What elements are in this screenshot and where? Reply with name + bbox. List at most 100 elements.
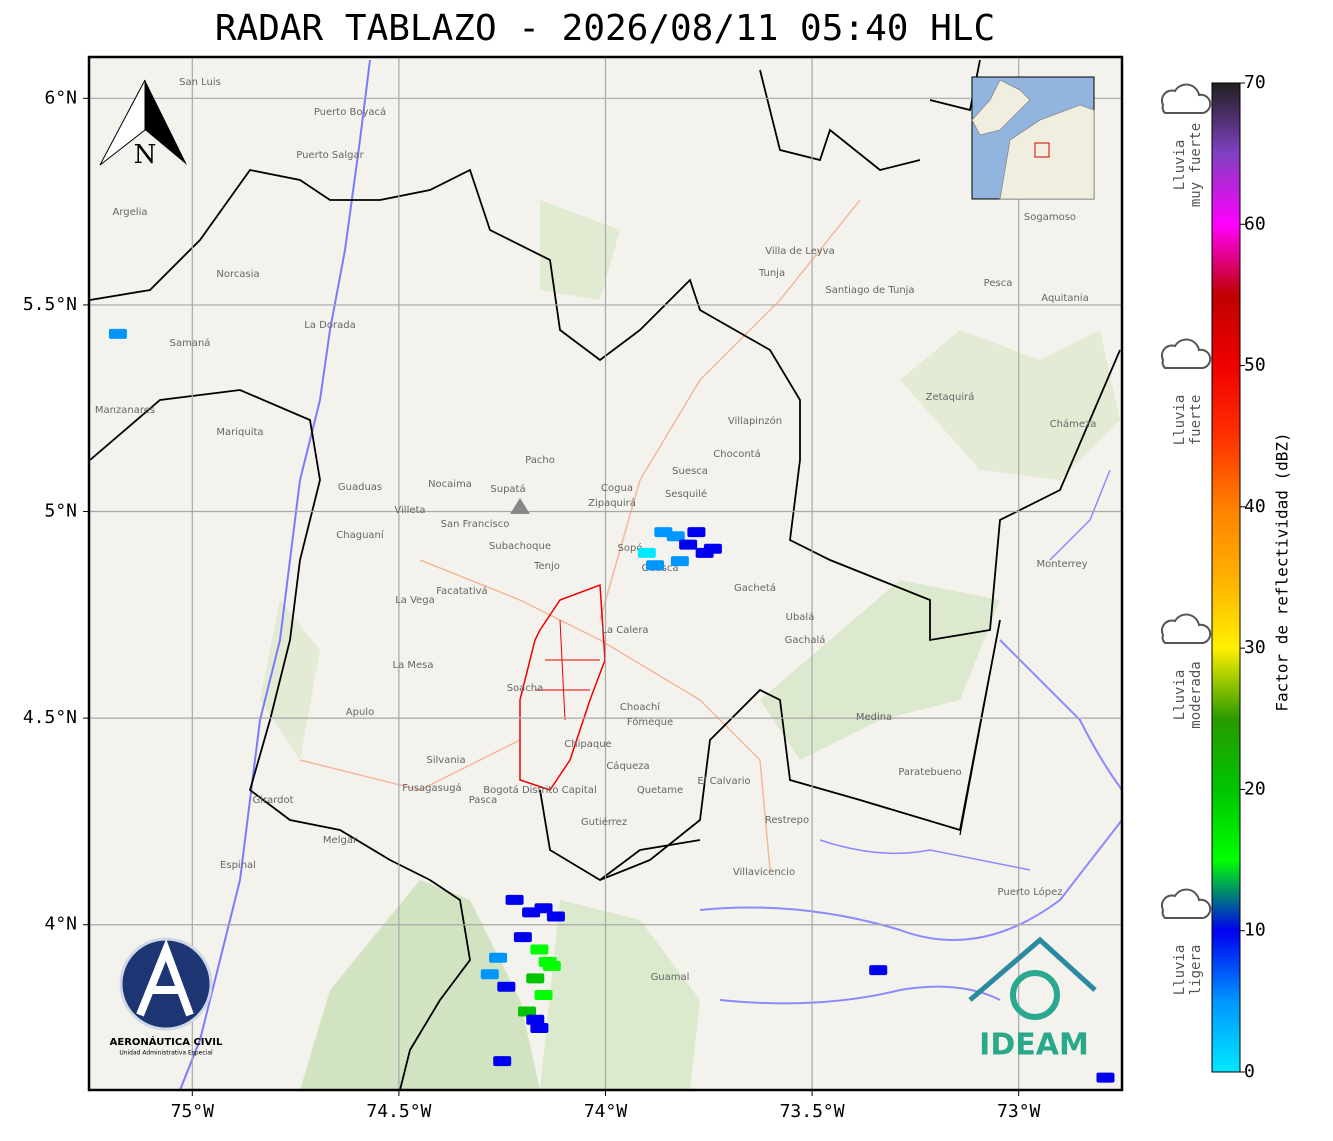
place-label: Tunja [758,268,785,279]
place-label: San Luis [179,77,221,88]
place-label: Norcasia [216,269,259,280]
radar-echo [480,969,499,980]
place-label: Gutiérrez [581,816,627,828]
place-label: Samaná [170,337,211,349]
place-label: Chámeza [1050,418,1097,430]
colorbar-tick-label: 0 [1244,1061,1255,1082]
rain-level: Lluvia moderada [1160,613,1212,729]
colorbar-tick-label: 70 [1244,72,1266,93]
place-label: Guamal [651,972,690,983]
radar-echo [666,531,685,542]
rain-level-label: Lluvia [1172,395,1188,446]
place-label: Puerto Boyacá [314,106,386,118]
radar-echo [679,539,698,550]
place-label: Villeta [394,505,425,516]
place-label: La Dorada [304,320,355,331]
colorbar [1211,82,1241,1073]
radar-echo [517,1006,536,1017]
rain-level-label: moderada [1188,661,1204,728]
x-tick-label: 73.5°W [780,1101,845,1122]
place-label: Zipaquirá [588,497,636,509]
rain-level-label: muy fuerte [1188,123,1204,207]
radar-echo [505,894,524,905]
place-label: Chipaque [564,739,611,750]
colorbar-tick-label: 20 [1244,778,1266,799]
place-label: Guaduas [338,482,382,493]
x-tick-label: 74.5°W [366,1101,431,1122]
place-label: Puerto Salgar [296,150,364,161]
radar-echo [534,903,553,914]
cloud-icon [1160,888,1212,919]
place-label: Pasca [469,795,498,806]
place-label: Monterrey [1036,559,1087,570]
place-label: Villa de Leyva [765,246,834,257]
place-label: Cogua [601,483,633,494]
cloud-icon [1160,83,1212,114]
radar-site [510,498,530,514]
logo-aerocivil: AERONÁUTICA CIVIL Unidad Administrativa … [110,937,223,1057]
radar-echo [530,1023,549,1034]
radar-echo [526,973,545,984]
radar-echo [687,527,706,538]
rain-level-label: Lluvia [1172,670,1188,721]
place-label: Fusagasugá [402,782,461,794]
place-label: Chocontá [713,448,760,460]
north-label: N [134,140,157,170]
place-label: Aquitania [1041,293,1088,304]
radar-echo [489,952,508,963]
logo-ideam-text: IDEAM [979,1028,1089,1063]
place-label: Soacha [507,683,544,694]
radar-echo [526,1014,545,1025]
radar-echo [530,944,549,955]
place-label: Manzanares [95,405,155,416]
rain-level-label: Lluvia [1172,945,1188,996]
place-label: Supatá [490,483,525,495]
place-label: Villavicencio [733,867,795,878]
north-arrow: N [99,79,187,170]
place-label: Cáqueza [606,760,649,772]
place-label: Subachoque [489,541,551,552]
x-tick-label: 73°W [997,1101,1041,1122]
colorbar-tick-label: 30 [1244,637,1266,658]
radar-echo [542,961,561,972]
y-tick-label: 4.5°N [23,707,77,728]
radar-echo [108,328,127,339]
logo-text: AERONÁUTICA CIVIL [110,1035,223,1048]
colorbar-tick-label: 40 [1244,496,1266,517]
rain-level-label: Lluvia [1172,140,1188,191]
place-label: Nocaima [428,479,472,490]
place-label: Pesca [984,278,1013,289]
place-label: Fómeque [627,716,673,728]
place-label: Quetame [637,785,683,796]
place-label: Restrepo [765,815,809,826]
place-label: Facatativá [436,585,487,597]
radar-echo [637,547,656,558]
y-tick-label: 5°N [44,501,77,522]
radar-echo [869,965,888,976]
place-label: Santiago de Tunja [825,285,914,296]
place-label: Sopó [618,542,643,554]
place-label: Bogotá Distrito Capital [483,784,596,796]
colorbar-tick-label: 60 [1244,213,1266,234]
logo-ideam: IDEAM [968,936,1097,1063]
colorbar-tick-label: 10 [1244,920,1266,941]
logo-subtext: Unidad Administrativa Especial [119,1050,213,1057]
y-tick-label: 5.5°N [23,294,77,315]
radar-echo [546,911,565,922]
place-label: Villapinzón [728,415,782,427]
radar-echo [534,989,553,1000]
place-label: Tenjo [533,561,560,572]
cloud-icon [1160,338,1212,369]
place-label: Suesca [672,466,708,477]
radar-echo [493,1056,512,1067]
radar-echo [497,981,516,992]
radar-echo [646,560,665,571]
place-label: Girardot [252,795,293,806]
title: RADAR TABLAZO - 2026/08/11 05:40 HLC [215,8,995,49]
radar-echo [513,932,532,943]
place-label: Melgar [323,835,358,846]
place-label: Sesquilé [665,488,707,500]
rain-level: Lluvia ligera [1160,888,1212,996]
place-label: La Vega [395,595,435,606]
place-label: La Mesa [393,660,434,671]
